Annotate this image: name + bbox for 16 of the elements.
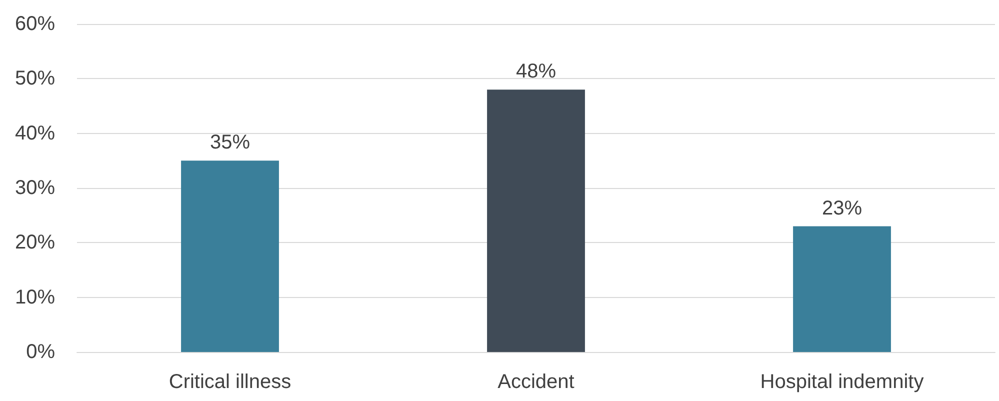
x-tick-label: Critical illness — [168, 371, 292, 393]
data-label: 48% — [516, 60, 556, 83]
x-tick-label: Hospital indemnity — [760, 371, 924, 393]
y-tick-label: 30% — [14, 177, 56, 199]
y-tick-label: 50% — [14, 68, 56, 90]
data-label: 35% — [210, 132, 250, 154]
bar — [181, 160, 279, 352]
bar — [487, 90, 585, 352]
data-label: 23% — [822, 197, 862, 220]
y-tick-label: 40% — [14, 122, 56, 144]
x-tick-label: Accident — [498, 371, 575, 393]
y-tick-label: 60% — [14, 13, 56, 35]
bar — [793, 226, 891, 352]
y-tick-label: 10% — [14, 286, 56, 308]
y-tick-label: 0% — [26, 341, 56, 363]
y-tick-label: 20% — [14, 232, 56, 254]
